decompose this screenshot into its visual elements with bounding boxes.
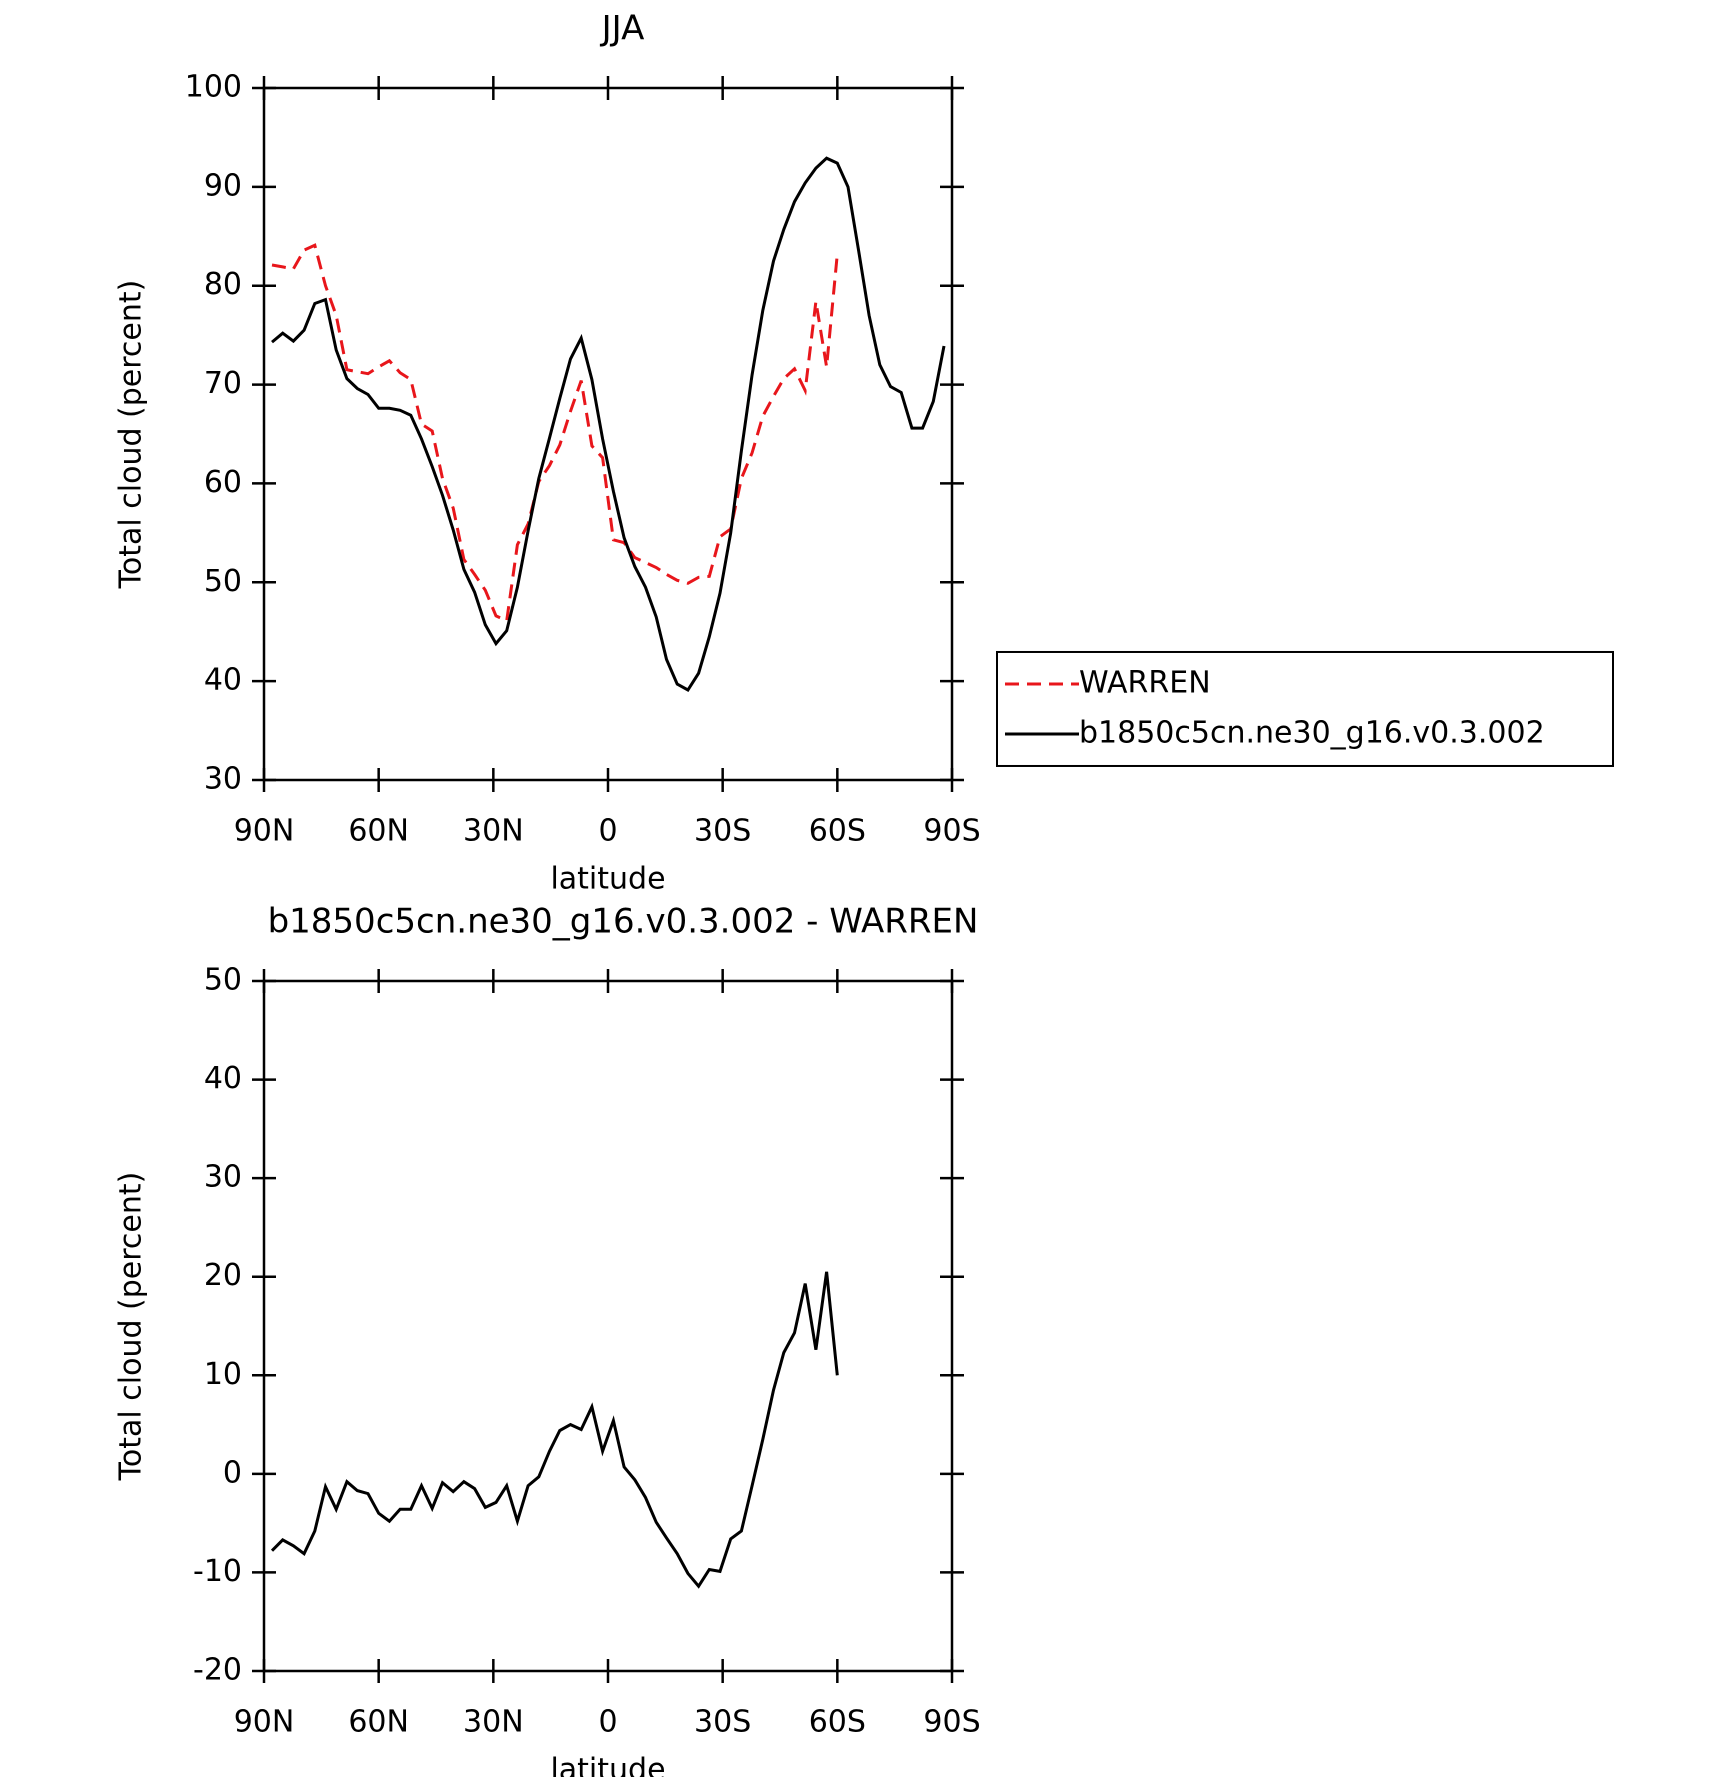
x-tick-label: 0	[598, 1705, 617, 1740]
legend-label: b1850c5cn.ne30_g16.v0.3.002	[1079, 715, 1545, 750]
y-tick-label: 60	[204, 465, 242, 500]
x-tick-label: 60S	[809, 1705, 866, 1740]
y-tick-label: 40	[204, 1061, 242, 1096]
x-axis-label: latitude	[550, 1753, 665, 1777]
y-tick-label: 40	[204, 663, 242, 698]
x-tick-label: 30S	[694, 814, 751, 849]
x-tick-label: 30S	[694, 1705, 751, 1740]
chart-title: JJA	[600, 9, 645, 49]
x-tick-label: 60N	[348, 1705, 409, 1740]
chart-title: b1850c5cn.ne30_g16.v0.3.002 - WARREN	[268, 902, 979, 942]
y-tick-label: -20	[193, 1653, 242, 1688]
x-axis-label: latitude	[550, 862, 665, 897]
data-line	[271, 243, 839, 624]
y-tick-label: 20	[204, 1258, 242, 1293]
legend-box	[996, 650, 1614, 767]
x-tick-label: 30N	[463, 814, 524, 849]
y-tick-label: 100	[185, 70, 242, 105]
y-tick-label: 50	[204, 564, 242, 599]
legend-label: WARREN	[1079, 665, 1211, 700]
data-line	[270, 1271, 839, 1589]
x-tick-label: 90S	[923, 1705, 980, 1740]
y-tick-label: 0	[223, 1455, 242, 1490]
x-tick-label: 60N	[348, 814, 409, 849]
x-tick-label: 90S	[923, 814, 980, 849]
x-tick-label: 30N	[463, 1705, 524, 1740]
x-tick-label: 90N	[234, 814, 295, 849]
x-tick-label: 90N	[234, 1705, 295, 1740]
x-tick-label: 60S	[809, 814, 866, 849]
y-tick-label: 30	[204, 762, 242, 797]
y-tick-label: 90	[204, 168, 242, 203]
y-axis-label: Total cloud (percent)	[114, 1172, 149, 1482]
y-tick-label: 10	[204, 1357, 242, 1392]
data-line	[271, 156, 946, 692]
y-tick-label: -10	[193, 1554, 242, 1589]
y-tick-label: 50	[204, 963, 242, 998]
x-tick-label: 0	[598, 814, 617, 849]
y-tick-label: 70	[204, 366, 242, 401]
y-tick-label: 30	[204, 1160, 242, 1195]
plot-frame	[262, 979, 954, 1673]
y-tick-label: 80	[204, 267, 242, 302]
y-axis-label: Total cloud (percent)	[114, 280, 149, 590]
